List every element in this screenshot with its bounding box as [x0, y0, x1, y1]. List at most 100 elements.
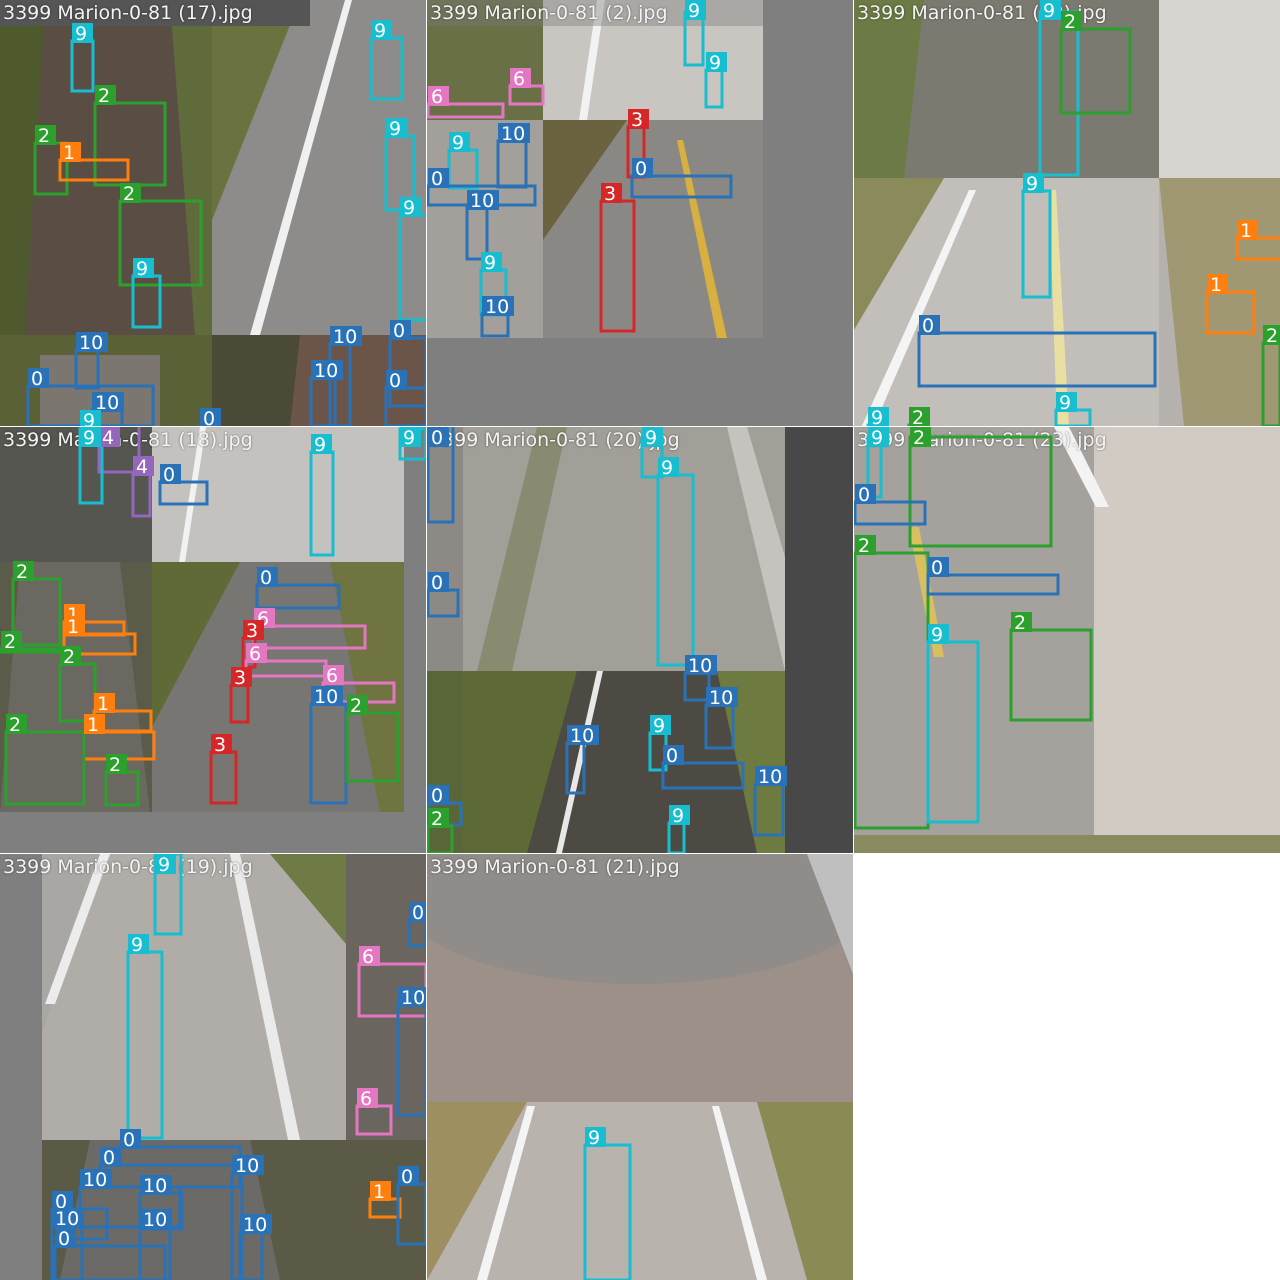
bbox-label-bg: [92, 392, 124, 412]
bbox: [599, 199, 636, 333]
bbox: [118, 199, 203, 287]
bbox-label-bg: [428, 86, 449, 106]
bbox-label-bg: [398, 1166, 419, 1186]
bbox-label: 0: [431, 168, 443, 190]
bbox-label: 3: [214, 734, 226, 756]
bbox-label: 0: [260, 567, 272, 589]
bbox-label-bg: [585, 1127, 606, 1147]
image-tile: 3399 Marion-0-81 (19).jpg 9 9 0 6 10 6 0 0 10 10 1…: [0, 854, 426, 1280]
bbox-label-bg: [330, 326, 362, 346]
bbox-label: 9: [136, 258, 148, 280]
bbox-label: 0: [431, 572, 443, 594]
bbox-label-bg: [80, 410, 101, 426]
bbox: [229, 683, 250, 724]
bbox-label: 0: [393, 320, 405, 342]
bbox-label-bg: [357, 1088, 378, 1108]
bbox-label: 2: [350, 695, 362, 717]
bbox-label-bg: [658, 457, 679, 477]
bbox-label-bg: [55, 1228, 76, 1248]
bbox: [158, 480, 209, 506]
bbox-label: 9: [484, 252, 496, 274]
bbox-label: 1: [1240, 220, 1252, 242]
bbox-label-bg: [52, 1191, 73, 1211]
bbox-label-bg: [428, 808, 449, 828]
bbox: [255, 583, 341, 610]
bbox: [328, 342, 352, 426]
bbox-label-bg: [386, 118, 407, 138]
bbox-label: 2: [912, 407, 924, 426]
bbox-label-bg: [482, 296, 514, 316]
bbox-label-bg: [428, 168, 449, 188]
bbox: [1038, 10, 1080, 177]
bbox-label: 0: [103, 1147, 115, 1169]
bbox-label-bg: [855, 484, 876, 504]
bbox-label-bg: [13, 561, 34, 581]
bbox-label-bg: [35, 125, 56, 145]
bbox-label-bg: [120, 1129, 141, 1149]
bbox-label-bg: [311, 360, 343, 380]
bbox-label-bg: [650, 715, 671, 735]
bbox-label: 0: [431, 785, 443, 807]
bbox: [26, 384, 155, 426]
bbox-label: 9: [588, 1127, 600, 1149]
bbox-label: 9: [871, 407, 883, 426]
bbox-label: 9: [131, 934, 143, 956]
bbox-label-bg: [510, 68, 531, 88]
bbox-label-bg: [80, 427, 101, 447]
bbox-label-bg: [133, 258, 154, 278]
bbox: [1235, 236, 1280, 261]
bbox-label: 6: [249, 643, 261, 665]
bbox-label-bg: [409, 902, 426, 922]
bbox: [11, 577, 62, 647]
bbox-label-bg: [240, 1214, 272, 1234]
bbox-label: 9: [389, 118, 401, 140]
bbox-label-bg: [76, 332, 108, 352]
bbox-label: 9: [672, 805, 684, 827]
bbox-label-bg: [106, 754, 127, 774]
bbox: [74, 348, 100, 390]
bbox-label-bg: [386, 370, 407, 390]
bbox-label: 6: [326, 665, 338, 687]
bbox-label: 10: [401, 987, 425, 1009]
bbox-label: 0: [123, 1129, 135, 1151]
bbox-label: 0: [922, 315, 934, 337]
bbox: [58, 662, 97, 723]
bbox-label: 2: [1014, 612, 1026, 634]
bbox: [78, 1185, 182, 1229]
bbox-label-bg: [428, 572, 449, 592]
bbox: [908, 435, 1053, 548]
bbox: [153, 854, 183, 936]
image-tile: 3399 Marion-0-81 (21).jpg 9: [427, 854, 853, 1280]
bbox-label-bg: [370, 1181, 391, 1201]
bbox-label-bg: [347, 695, 368, 715]
bbox-label-bg: [868, 407, 889, 426]
bbox-label: 3: [234, 667, 246, 689]
bbox-label-bg: [120, 183, 141, 203]
bbox-label-bg: [398, 987, 426, 1007]
bbox-label: 9: [83, 427, 95, 449]
bbox-label: 2: [63, 646, 75, 668]
bbox-label: 2: [431, 808, 443, 830]
bbox-label: 0: [858, 484, 870, 506]
bbox-label-bg: [128, 934, 149, 954]
bbox: [309, 702, 348, 805]
bbox: [704, 703, 735, 750]
bbox: [565, 741, 586, 795]
bbox-label-bg: [1056, 392, 1077, 412]
bbox-label-bg: [133, 456, 154, 476]
bbox-label: 10: [83, 1169, 107, 1191]
bbox-label-bg: [449, 132, 470, 152]
overlay: 9 2 0 2 0 9 2: [854, 427, 1093, 830]
bbox-label: 10: [314, 686, 338, 708]
tile-image: [427, 0, 853, 426]
bbox-label-bg: [1263, 325, 1280, 345]
bbox: [1009, 628, 1093, 722]
bbox: [53, 1244, 167, 1280]
bbox-label-bg: [155, 854, 176, 874]
tile-image: [0, 0, 426, 426]
bbox: [357, 962, 426, 1018]
bbox-label-bg: [855, 535, 876, 555]
